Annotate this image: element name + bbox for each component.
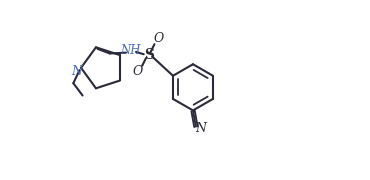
Text: O: O bbox=[154, 31, 164, 45]
Text: O: O bbox=[132, 66, 143, 78]
Text: N: N bbox=[195, 122, 206, 135]
Text: N: N bbox=[71, 65, 82, 78]
Text: S: S bbox=[144, 48, 154, 62]
Text: NH: NH bbox=[120, 44, 141, 57]
